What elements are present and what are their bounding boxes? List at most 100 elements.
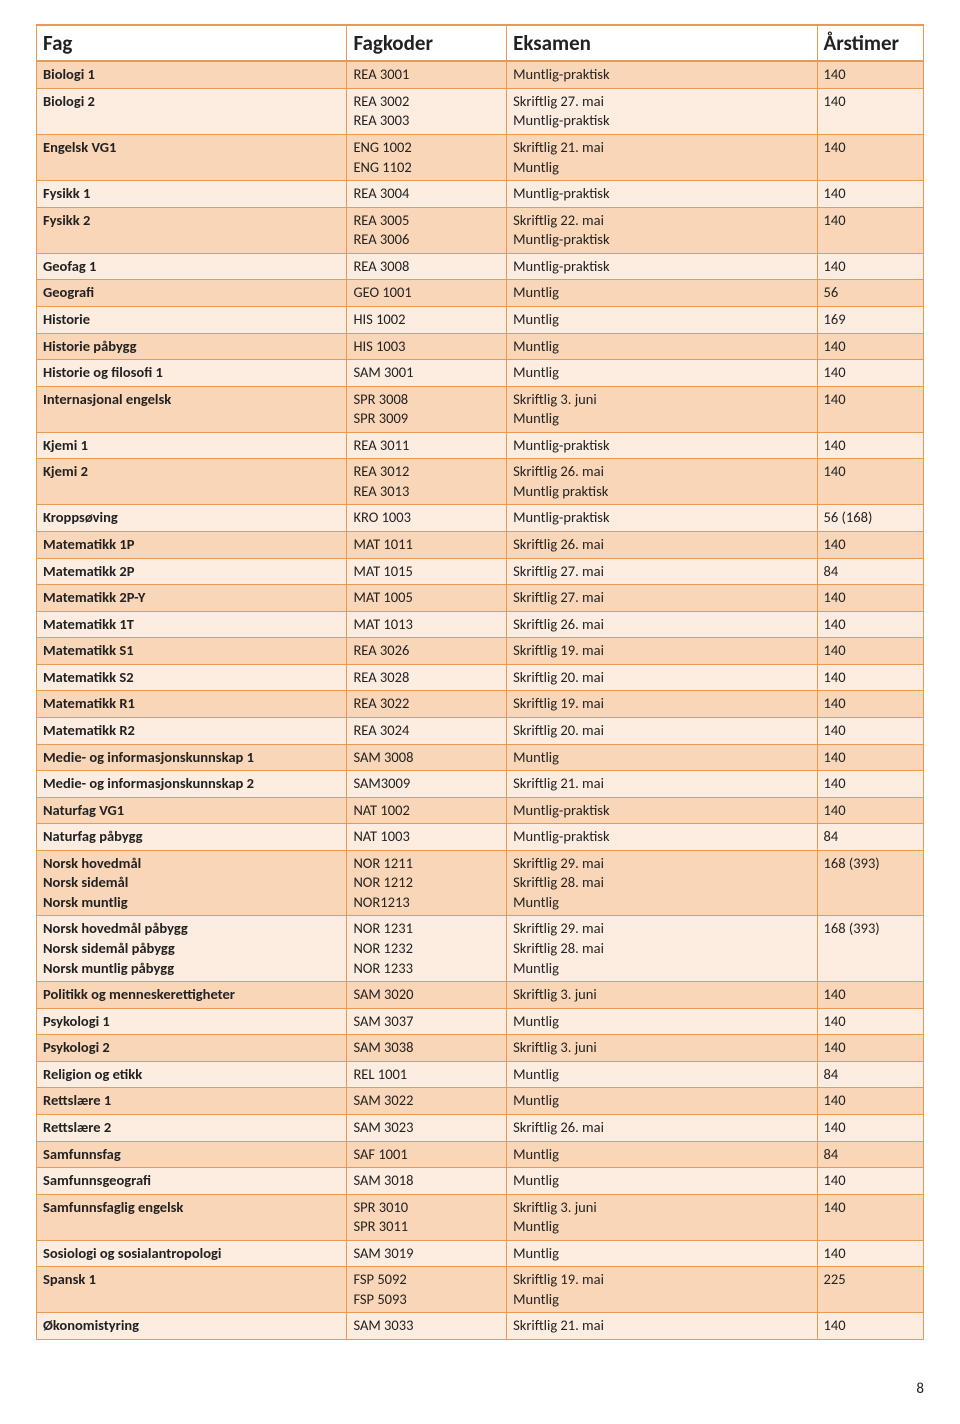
cell-koder: GEO 1001	[347, 280, 507, 307]
table-row: Matematikk 2PMAT 1015Skriftlig 27. mai84	[37, 558, 924, 585]
cell-koder: SAM 3018	[347, 1168, 507, 1195]
cell-eksamen: Muntlig	[507, 1141, 817, 1168]
cell-timer: 84	[817, 1061, 923, 1088]
cell-fag: Kjemi 1	[37, 432, 347, 459]
table-row: Politikk og menneskerettigheterSAM 3020S…	[37, 982, 924, 1009]
cell-fag: Samfunnsfag	[37, 1141, 347, 1168]
table-row: Kjemi 1REA 3011Muntlig-praktisk140	[37, 432, 924, 459]
cell-eksamen: Skriftlig 22. maiMuntlig-praktisk	[507, 207, 817, 253]
table-row: Religion og etikkREL 1001Muntlig84	[37, 1061, 924, 1088]
cell-timer: 140	[817, 135, 923, 181]
table-row: Historie påbyggHIS 1003Muntlig140	[37, 333, 924, 360]
cell-fag: Medie- og informasjonskunnskap 2	[37, 771, 347, 798]
cell-timer: 140	[817, 771, 923, 798]
cell-eksamen: Muntlig-praktisk	[507, 824, 817, 851]
cell-eksamen: Skriftlig 21. mai	[507, 771, 817, 798]
cell-koder: MAT 1005	[347, 585, 507, 612]
cell-fag: Rettslære 2	[37, 1114, 347, 1141]
cell-fag: Geografi	[37, 280, 347, 307]
table-row: Matematikk S1REA 3026Skriftlig 19. mai14…	[37, 638, 924, 665]
cell-fag: Matematikk S2	[37, 664, 347, 691]
cell-koder: HIS 1002	[347, 306, 507, 333]
cell-timer: 140	[817, 744, 923, 771]
table-row: Norsk hovedmålNorsk sidemålNorsk muntlig…	[37, 850, 924, 916]
cell-fag: Norsk hovedmålNorsk sidemålNorsk muntlig	[37, 850, 347, 916]
cell-eksamen: Muntlig	[507, 1008, 817, 1035]
cell-fag: Spansk 1	[37, 1267, 347, 1313]
cell-fag: Biologi 1	[37, 61, 347, 88]
cell-eksamen: Skriftlig 27. mai	[507, 558, 817, 585]
cell-timer: 168 (393)	[817, 850, 923, 916]
cell-koder: REA 3028	[347, 664, 507, 691]
cell-koder: NAT 1003	[347, 824, 507, 851]
cell-timer: 140	[817, 664, 923, 691]
cell-fag: Naturfag VG1	[37, 797, 347, 824]
cell-fag: Matematikk 2P-Y	[37, 585, 347, 612]
cell-timer: 140	[817, 691, 923, 718]
cell-timer: 140	[817, 1168, 923, 1195]
cell-eksamen: Muntlig	[507, 744, 817, 771]
cell-eksamen: Muntlig	[507, 306, 817, 333]
cell-eksamen: Muntlig	[507, 333, 817, 360]
cell-eksamen: Skriftlig 3. juni	[507, 982, 817, 1009]
cell-eksamen: Muntlig-praktisk	[507, 797, 817, 824]
cell-koder: ENG 1002ENG 1102	[347, 135, 507, 181]
cell-timer: 140	[817, 207, 923, 253]
cell-timer: 84	[817, 558, 923, 585]
cell-fag: Internasjonal engelsk	[37, 386, 347, 432]
cell-timer: 84	[817, 824, 923, 851]
page-number: 8	[36, 1380, 924, 1398]
cell-eksamen: Muntlig	[507, 1061, 817, 1088]
table-row: Rettslære 1SAM 3022Muntlig140	[37, 1088, 924, 1115]
cell-fag: Historie påbygg	[37, 333, 347, 360]
cell-timer: 140	[817, 88, 923, 134]
th-arstimer: Årstimer	[817, 25, 923, 61]
cell-timer: 140	[817, 1194, 923, 1240]
cell-eksamen: Muntlig-praktisk	[507, 505, 817, 532]
cell-eksamen: Skriftlig 20. mai	[507, 717, 817, 744]
cell-koder: NOR 1211NOR 1212NOR1213	[347, 850, 507, 916]
cell-fag: Sosiologi og sosialantropologi	[37, 1240, 347, 1267]
table-row: Geofag 1REA 3008Muntlig-praktisk140	[37, 253, 924, 280]
table-row: Samfunnsfaglig engelskSPR 3010SPR 3011Sk…	[37, 1194, 924, 1240]
cell-fag: Geofag 1	[37, 253, 347, 280]
table-row: Kjemi 2REA 3012REA 3013Skriftlig 26. mai…	[37, 459, 924, 505]
cell-timer: 140	[817, 333, 923, 360]
cell-eksamen: Muntlig	[507, 280, 817, 307]
table-header-row: Fag Fagkoder Eksamen Årstimer	[37, 25, 924, 61]
cell-koder: SAM 3023	[347, 1114, 507, 1141]
cell-timer: 140	[817, 1313, 923, 1340]
cell-fag: Historie og filosofi 1	[37, 360, 347, 387]
table-row: Sosiologi og sosialantropologiSAM 3019Mu…	[37, 1240, 924, 1267]
table-row: Norsk hovedmål påbyggNorsk sidemål påbyg…	[37, 916, 924, 982]
cell-koder: NAT 1002	[347, 797, 507, 824]
cell-eksamen: Skriftlig 3. juni	[507, 1035, 817, 1062]
table-row: KroppsøvingKRO 1003Muntlig-praktisk56 (1…	[37, 505, 924, 532]
cell-eksamen: Muntlig-praktisk	[507, 61, 817, 88]
table-row: Historie og filosofi 1SAM 3001Muntlig140	[37, 360, 924, 387]
cell-timer: 140	[817, 532, 923, 559]
table-row: Matematikk S2REA 3028Skriftlig 20. mai14…	[37, 664, 924, 691]
cell-eksamen: Skriftlig 21. maiMuntlig	[507, 135, 817, 181]
cell-fag: Økonomistyring	[37, 1313, 347, 1340]
cell-fag: Historie	[37, 306, 347, 333]
cell-koder: REA 3002REA 3003	[347, 88, 507, 134]
cell-koder: REA 3011	[347, 432, 507, 459]
cell-eksamen: Skriftlig 19. maiMuntlig	[507, 1267, 817, 1313]
cell-koder: REA 3005REA 3006	[347, 207, 507, 253]
cell-timer: 140	[817, 459, 923, 505]
table-row: Fysikk 2REA 3005REA 3006Skriftlig 22. ma…	[37, 207, 924, 253]
cell-timer: 140	[817, 1240, 923, 1267]
cell-fag: Matematikk R2	[37, 717, 347, 744]
cell-fag: Matematikk R1	[37, 691, 347, 718]
table-row: Biologi 2REA 3002REA 3003Skriftlig 27. m…	[37, 88, 924, 134]
cell-eksamen: Skriftlig 26. mai	[507, 1114, 817, 1141]
cell-koder: SAM 3008	[347, 744, 507, 771]
cell-timer: 84	[817, 1141, 923, 1168]
th-fag: Fag	[37, 25, 347, 61]
table-row: Matematikk R1REA 3022Skriftlig 19. mai14…	[37, 691, 924, 718]
cell-timer: 140	[817, 360, 923, 387]
table-row: SamfunnsfagSAF 1001Muntlig84	[37, 1141, 924, 1168]
cell-koder: REA 3004	[347, 181, 507, 208]
cell-koder: SPR 3008SPR 3009	[347, 386, 507, 432]
